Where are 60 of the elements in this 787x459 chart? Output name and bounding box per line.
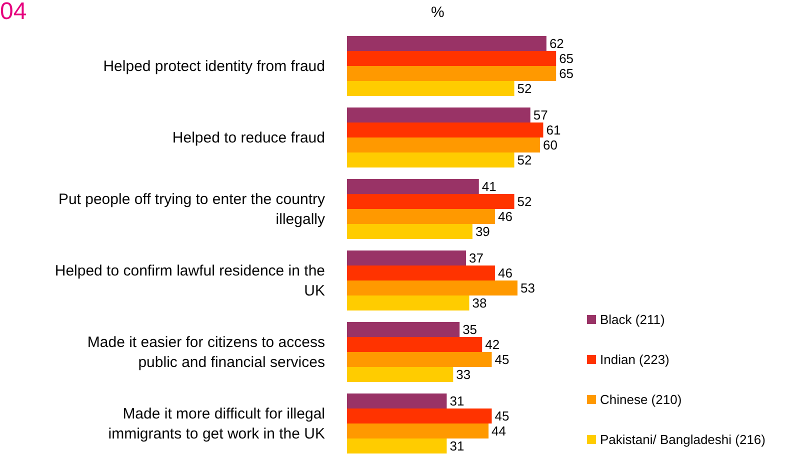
data-label: 33 xyxy=(456,367,471,382)
bar xyxy=(347,280,518,296)
bar xyxy=(347,438,447,454)
bar xyxy=(347,194,514,209)
legend-label: Chinese (210) xyxy=(600,392,682,406)
data-label: 46 xyxy=(498,266,512,281)
bar xyxy=(347,337,482,352)
data-label: 61 xyxy=(546,122,561,138)
y-tick-label: Made it more difficult for illegal immigrants to get work in the UK xyxy=(108,404,325,442)
legend-label: Black (211) xyxy=(600,312,665,326)
data-label: 31 xyxy=(450,438,464,454)
y-tick-label: Helped to confirm lawful residence in the UK xyxy=(54,262,325,299)
y-tick-label: Made it easier for citizens to access public and financial services xyxy=(87,333,325,370)
bar xyxy=(347,36,546,51)
bar xyxy=(347,322,460,337)
data-label: 45 xyxy=(494,408,510,424)
data-label: 38 xyxy=(472,296,487,311)
bar xyxy=(347,66,556,81)
data-label: 35 xyxy=(462,322,478,338)
data-label: 31 xyxy=(450,394,464,409)
y-tick-label: Put people off trying to enter the country illegally xyxy=(58,190,326,228)
bar xyxy=(347,179,479,194)
bar xyxy=(347,250,466,266)
data-label: 65 xyxy=(559,66,574,82)
data-label: 65 xyxy=(559,51,574,66)
bar xyxy=(347,209,495,224)
bar xyxy=(347,352,492,367)
data-label: 52 xyxy=(517,81,532,96)
y-tick-label: Helped protect identity from fraud xyxy=(103,57,325,74)
data-label: 44 xyxy=(492,424,506,439)
chart-title: % xyxy=(431,4,444,21)
legend-label: Pakistani/ Bangladeshi (216) xyxy=(600,432,766,446)
data-label: 62 xyxy=(549,36,564,52)
bar xyxy=(347,152,514,168)
bar xyxy=(347,51,556,66)
data-label: 53 xyxy=(520,280,535,296)
data-label: 52 xyxy=(517,152,532,168)
data-label: 39 xyxy=(475,224,490,240)
bar xyxy=(347,224,472,239)
bar xyxy=(347,108,530,122)
data-label: 52 xyxy=(517,194,532,210)
data-label: 60 xyxy=(543,138,558,153)
bar xyxy=(347,122,544,138)
bar xyxy=(347,81,514,96)
bar xyxy=(347,296,470,310)
data-label: 37 xyxy=(469,250,484,266)
data-label: 41 xyxy=(482,179,496,194)
legend-label: Indian (223) xyxy=(600,352,670,366)
bar xyxy=(347,367,454,382)
bar xyxy=(347,138,540,152)
data-label: 57 xyxy=(533,108,548,123)
text: 04 xyxy=(0,0,27,25)
bar xyxy=(347,424,489,438)
data-label: 42 xyxy=(485,337,500,352)
data-label: 45 xyxy=(494,352,510,368)
y-tick-label: Helped to reduce fraud xyxy=(172,128,325,146)
bar xyxy=(347,266,495,280)
bar xyxy=(347,394,447,408)
data-label: 46 xyxy=(498,209,512,224)
bar xyxy=(347,408,492,424)
